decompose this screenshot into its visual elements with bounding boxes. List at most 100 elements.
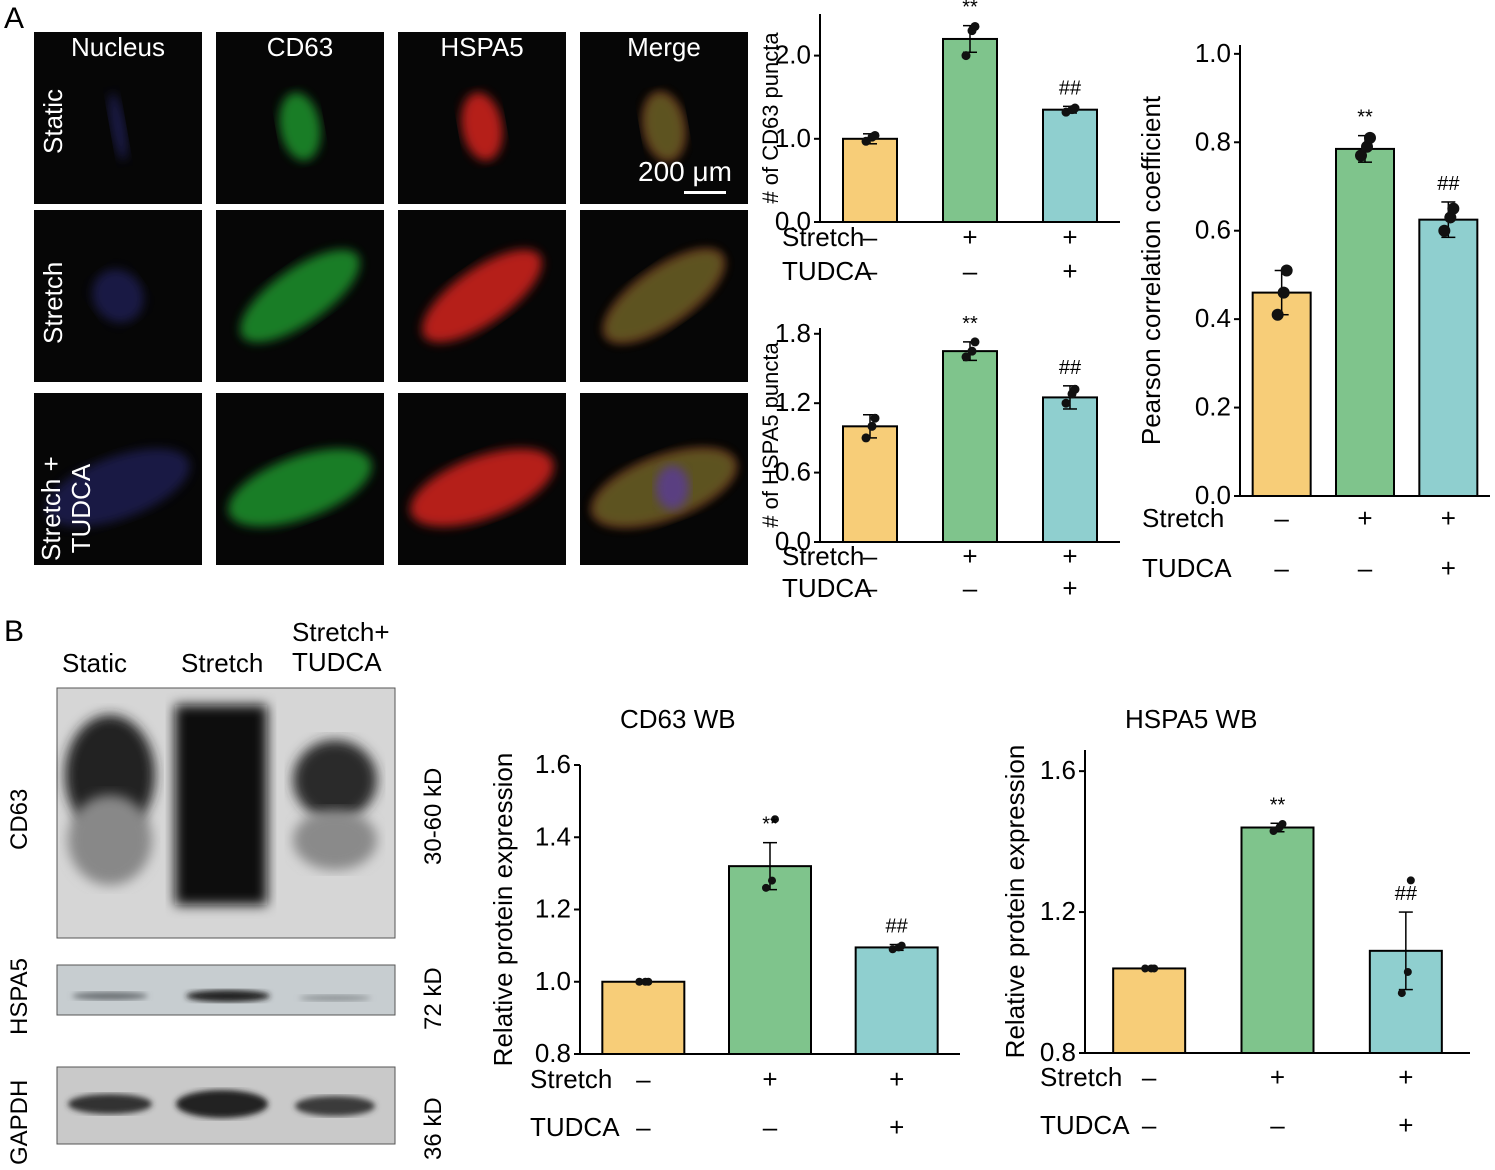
- western-blot-svg: [56, 687, 396, 1145]
- micrograph-nucleus-row2: [34, 210, 202, 382]
- data-point: [961, 352, 971, 362]
- factor-mark: +: [1062, 541, 1077, 571]
- factor-mark: –: [636, 1112, 651, 1142]
- y-tick-label: 1.6: [535, 749, 571, 779]
- factor-mark: +: [1441, 503, 1456, 533]
- factor-mark: +: [1398, 1110, 1413, 1140]
- data-point: [1438, 224, 1451, 237]
- hspa5-blot: [56, 964, 396, 1016]
- y-tick-label: 1.2: [1040, 896, 1076, 926]
- row-label-2: Stretch: [38, 261, 68, 344]
- column-heading-merge: Merge: [627, 32, 701, 62]
- micrograph-merge-row2: [580, 210, 748, 382]
- data-point: [1061, 398, 1071, 408]
- y-tick-label: 1.8: [775, 318, 811, 348]
- row-label-3: Stretch + TUDCA: [36, 456, 96, 561]
- y-axis-label: Pearson correlation coefficient: [1136, 95, 1166, 445]
- significance-label: **: [962, 0, 978, 19]
- y-tick-label: 0.8: [535, 1038, 571, 1068]
- y-tick-label: 0.6: [1195, 215, 1231, 245]
- factor-label-tudca: TUDCA: [1142, 553, 1232, 583]
- data-point: [635, 977, 644, 986]
- data-point: [1364, 131, 1376, 144]
- data-point: [1397, 989, 1406, 998]
- bar-stretch: [728, 865, 812, 1055]
- significance-label: ##: [886, 916, 909, 938]
- factor-label-stretch: Stretch: [530, 1064, 612, 1094]
- bar-stretch: [942, 350, 998, 544]
- factor-mark: –: [1358, 553, 1373, 583]
- column-heading-hspa5: HSPA5: [440, 32, 524, 62]
- y-tick-label: 1.0: [775, 123, 811, 153]
- panel-b-label: B: [4, 615, 25, 648]
- bar-stretch: [1240, 826, 1315, 1054]
- cd63-blot: [56, 687, 396, 939]
- data-point: [1447, 202, 1460, 215]
- factor-mark: –: [1142, 1062, 1157, 1092]
- bar-stretch: [942, 37, 998, 223]
- factor-mark: +: [1398, 1062, 1413, 1092]
- factor-mark: –: [763, 1112, 778, 1142]
- factor-mark: +: [1062, 573, 1077, 603]
- factor-mark: +: [1357, 503, 1372, 533]
- data-point: [1280, 264, 1293, 277]
- micrograph-merge-row3: [580, 393, 748, 565]
- bar-stretch-tudca: [1418, 218, 1479, 498]
- data-point: [1070, 103, 1080, 113]
- blot-size-gapdh: 36 kD: [420, 1097, 447, 1160]
- factor-mark: –: [863, 573, 878, 603]
- bar-stretch: [1335, 147, 1395, 497]
- data-point: [867, 421, 877, 431]
- data-point: [897, 941, 906, 950]
- chart-title: HSPA5 WB: [1125, 704, 1257, 734]
- factor-label-tudca: TUDCA: [530, 1112, 620, 1142]
- micrograph-cd63-row3: [216, 393, 384, 565]
- lane-label-static: Static: [62, 648, 128, 678]
- bar-static: [601, 980, 686, 1055]
- bar-static: [1112, 967, 1187, 1054]
- factor-mark: –: [1142, 1110, 1157, 1140]
- data-point: [1271, 308, 1284, 321]
- factor-mark: –: [636, 1064, 651, 1094]
- lane-label-line1: Stretch+: [292, 617, 390, 647]
- micrograph-hspa5-row2: [398, 210, 566, 382]
- factor-label-tudca: TUDCA: [782, 256, 872, 286]
- data-point: [1141, 964, 1150, 973]
- y-tick-label: 1.0: [535, 966, 571, 996]
- factor-label-tudca: TUDCA: [782, 573, 872, 603]
- data-point: [762, 883, 770, 892]
- data-point: [888, 945, 897, 954]
- factor-label-stretch: Stretch: [1040, 1062, 1122, 1092]
- y-tick-label: 0.2: [1195, 392, 1231, 422]
- blot-label-hspa5: HSPA5: [6, 958, 33, 1035]
- data-point: [1269, 827, 1278, 836]
- bar-static: [842, 425, 898, 543]
- factor-mark: –: [1274, 503, 1289, 533]
- y-tick-label: 1.2: [535, 894, 571, 924]
- lane-label-line2: TUDCA: [292, 647, 382, 677]
- factor-mark: +: [889, 1064, 904, 1094]
- blot-size-cd63: 30-60 kD: [420, 767, 447, 865]
- factor-mark: –: [1270, 1110, 1285, 1140]
- data-point: [644, 977, 653, 986]
- y-axis-label: Relative protein expression: [488, 753, 518, 1067]
- data-point: [768, 876, 776, 885]
- chart-cd63-wb: CD63 WB Relative protein expression 0.8 1.0…: [488, 704, 960, 1142]
- y-tick-label: 0.4: [1195, 303, 1231, 333]
- data-point: [870, 130, 880, 140]
- bar-stretch-tudca: [854, 946, 939, 1055]
- lane-label-stretch-tudca: Stretch+ TUDCA: [292, 617, 390, 677]
- data-point: [961, 51, 971, 61]
- factor-mark: –: [963, 573, 978, 603]
- y-tick-label: 1.4: [535, 821, 571, 851]
- data-point: [967, 346, 977, 356]
- micrograph-nucleus-row1: [34, 32, 202, 204]
- factor-label-stretch: Stretch: [782, 541, 864, 571]
- data-point: [1406, 876, 1415, 885]
- micrograph-cd63-row2: [216, 210, 384, 382]
- y-axis-label: # of CD63 puncta: [760, 32, 783, 204]
- significance-label: **: [1357, 107, 1373, 129]
- data-point: [861, 433, 871, 443]
